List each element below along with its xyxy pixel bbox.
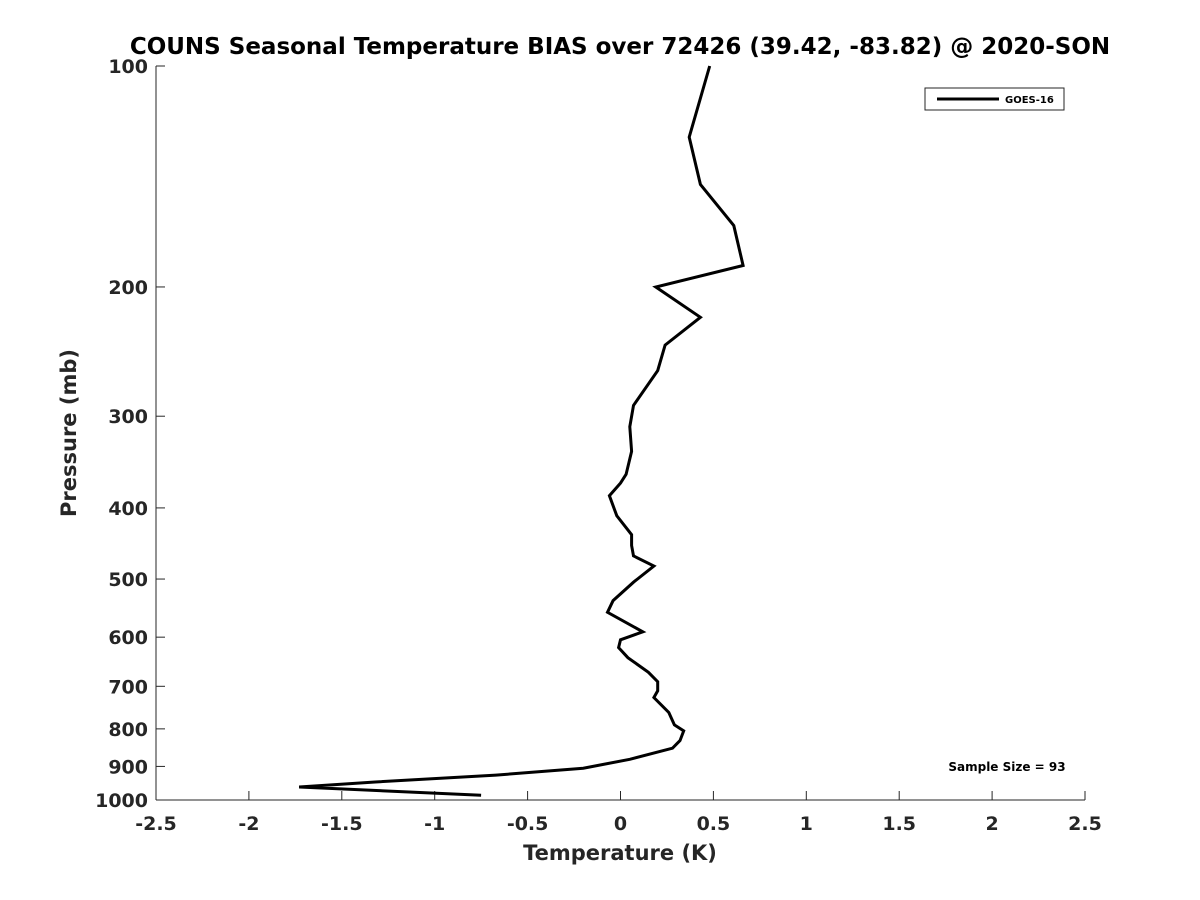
y-tick-label: 300 xyxy=(108,406,148,428)
y-axis-label: Pressure (mb) xyxy=(57,349,81,517)
x-tick-label: 0.5 xyxy=(697,813,731,835)
y-tick-label: 900 xyxy=(108,756,148,778)
y-tick-label: 700 xyxy=(108,676,148,698)
x-tick-label: 1 xyxy=(800,813,813,835)
x-tick-label: 0 xyxy=(614,813,627,835)
y-tick-label: 200 xyxy=(108,277,148,299)
y-tick-label: 600 xyxy=(108,627,148,649)
legend-label: GOES-16 xyxy=(1005,95,1054,106)
x-tick-label: 2.5 xyxy=(1068,813,1102,835)
y-tick-label: 100 xyxy=(108,56,148,78)
series-line-goes-16 xyxy=(299,65,745,797)
y-tick-label: 400 xyxy=(108,498,148,520)
x-tick-label: -0.5 xyxy=(507,813,549,835)
y-tick-label: 800 xyxy=(108,719,148,741)
sample-size-annotation: Sample Size = 93 xyxy=(948,760,1065,774)
y-tick-label: 500 xyxy=(108,569,148,591)
x-tick-label: 1.5 xyxy=(882,813,916,835)
x-tick-label: -2 xyxy=(238,813,259,835)
chart-title: COUNS Seasonal Temperature BIAS over 724… xyxy=(130,34,1110,60)
y-ticks: 100 200 300 400 500 600 700 800 900 1000 xyxy=(95,56,165,812)
x-ticks: -2.5 -2 -1.5 -1 -0.5 0 0.5 1 1.5 2 2.5 xyxy=(135,791,1102,835)
x-tick-label: -1.5 xyxy=(321,813,363,835)
y-tick-label: 1000 xyxy=(95,790,148,812)
x-axis-label: Temperature (K) xyxy=(523,841,717,865)
x-tick-label: -1 xyxy=(424,813,445,835)
x-tick-label: -2.5 xyxy=(135,813,177,835)
plot-area xyxy=(155,66,1085,801)
legend: GOES-16 xyxy=(924,87,1065,111)
x-tick-label: 2 xyxy=(985,813,998,835)
